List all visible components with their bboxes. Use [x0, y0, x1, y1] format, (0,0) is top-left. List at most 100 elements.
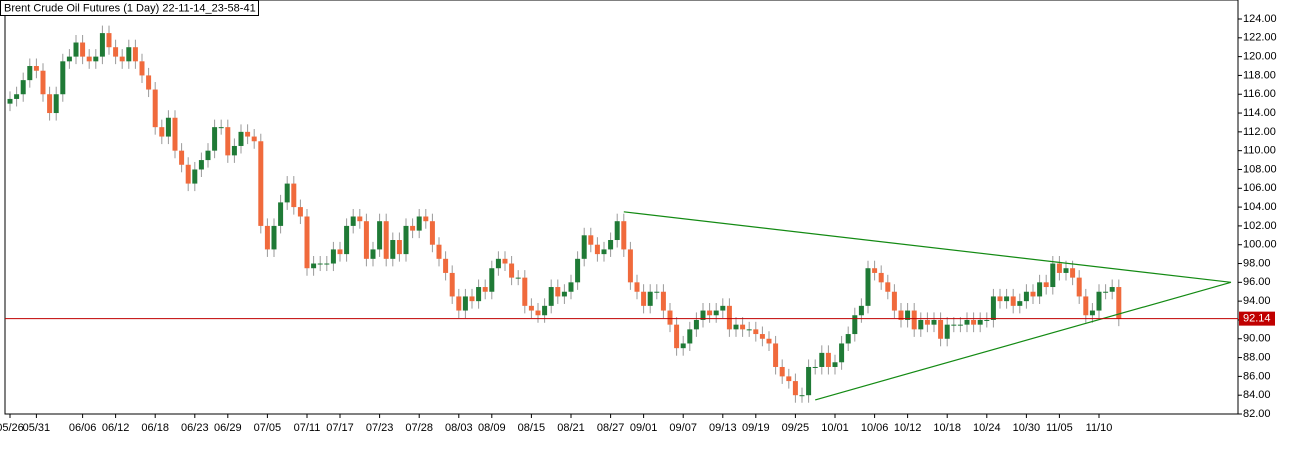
candle-body — [588, 235, 594, 245]
candle-body — [344, 225, 350, 255]
candle-body — [231, 145, 237, 156]
candle-body — [608, 240, 614, 250]
x-tick-label: 05/26 — [0, 422, 24, 434]
x-tick-label: 10/24 — [973, 422, 1001, 434]
y-tick-label: 94.00 — [1243, 295, 1271, 307]
x-tick-label: 05/31 — [23, 422, 51, 434]
y-tick-label: 118.00 — [1243, 69, 1276, 81]
x-tick-label: 09/01 — [630, 422, 658, 434]
x-tick-label: 10/06 — [861, 422, 889, 434]
candle-body — [693, 319, 699, 330]
candle-body — [20, 80, 26, 95]
candle-body — [865, 268, 871, 306]
candle-body — [1037, 282, 1043, 297]
candle-body — [971, 319, 977, 325]
candle-body — [423, 216, 429, 222]
candle-body — [357, 216, 363, 222]
candle-body — [251, 136, 257, 142]
candle-body — [489, 268, 495, 292]
candle-body — [680, 343, 686, 349]
x-tick-label: 10/01 — [821, 422, 849, 434]
y-tick-label: 110.00 — [1243, 145, 1276, 157]
x-tick-label: 08/09 — [478, 422, 506, 434]
candle-body — [1070, 268, 1076, 278]
candle-body — [726, 305, 732, 330]
candle-body — [535, 310, 541, 316]
candle-body — [1043, 282, 1049, 288]
candle-body — [1089, 310, 1095, 316]
candle-body — [337, 249, 343, 255]
candle-body — [278, 202, 284, 226]
candle-body — [47, 94, 53, 114]
candle-body — [146, 75, 152, 90]
candle-body — [33, 66, 39, 71]
x-tick-label: 11/05 — [1046, 422, 1073, 434]
x-tick-label: 08/03 — [445, 422, 473, 434]
y-tick-label: 112.00 — [1243, 126, 1276, 138]
title-box — [0, 0, 259, 16]
candle-body — [581, 235, 587, 259]
candle-body — [542, 305, 548, 316]
candle-body — [667, 310, 673, 325]
x-tick-label: 08/15 — [518, 422, 546, 434]
y-tick-label: 116.00 — [1243, 88, 1276, 100]
candle-body — [977, 319, 983, 325]
candle-body — [1017, 301, 1023, 306]
x-tick-label: 09/25 — [782, 422, 810, 434]
candle-body — [1004, 296, 1010, 302]
candle-body — [819, 352, 825, 367]
candle-body — [878, 272, 884, 283]
x-tick-label: 07/23 — [366, 422, 394, 434]
x-tick-label: 07/05 — [254, 422, 282, 434]
x-tick-label: 06/12 — [102, 422, 130, 434]
candle-body — [568, 282, 574, 292]
candle-body — [119, 56, 125, 62]
candle-body — [898, 310, 904, 320]
candle-body — [713, 310, 719, 316]
candle-body — [350, 216, 356, 226]
candle-body — [317, 263, 323, 265]
candle-body — [964, 319, 970, 325]
candle-body — [495, 258, 501, 269]
candle-body — [924, 319, 930, 325]
candle-body — [594, 244, 600, 255]
candle-body — [14, 94, 20, 99]
candle-body — [779, 366, 785, 377]
candle-body — [509, 263, 515, 278]
candle-body — [469, 296, 475, 302]
candle-body — [383, 221, 389, 259]
x-tick-label: 09/07 — [669, 422, 697, 434]
candle-body — [502, 258, 508, 264]
candle-body — [555, 287, 561, 297]
candle-body — [575, 258, 581, 283]
candle-body — [245, 131, 251, 137]
y-tick-label: 90.00 — [1243, 333, 1271, 345]
candle-body — [786, 376, 792, 382]
candle-body — [159, 127, 165, 137]
candle-body — [812, 366, 818, 368]
candle-body — [938, 319, 944, 339]
y-tick-label: 84.00 — [1243, 389, 1271, 401]
candle-body — [792, 381, 798, 396]
x-tick-label: 09/19 — [742, 422, 770, 434]
candle-body — [205, 150, 211, 161]
candle-body — [839, 343, 845, 363]
candle-body — [1109, 287, 1115, 292]
candle-body — [852, 315, 858, 335]
y-tick-label: 104.00 — [1243, 201, 1277, 213]
y-tick-label: 82.00 — [1243, 408, 1271, 420]
y-tick-label: 114.00 — [1243, 107, 1276, 119]
candle-body — [845, 334, 851, 344]
y-tick-label: 96.00 — [1243, 276, 1271, 288]
candle-body — [429, 221, 435, 245]
candle-body — [990, 296, 996, 320]
x-tick-label: 06/23 — [181, 422, 209, 434]
candle-body — [621, 221, 627, 250]
candle-body — [396, 240, 402, 255]
trendline — [623, 211, 1232, 283]
candle-body — [27, 66, 33, 81]
candle-body — [951, 324, 957, 326]
candle-body — [1083, 296, 1089, 316]
price-label-box — [1239, 311, 1275, 326]
